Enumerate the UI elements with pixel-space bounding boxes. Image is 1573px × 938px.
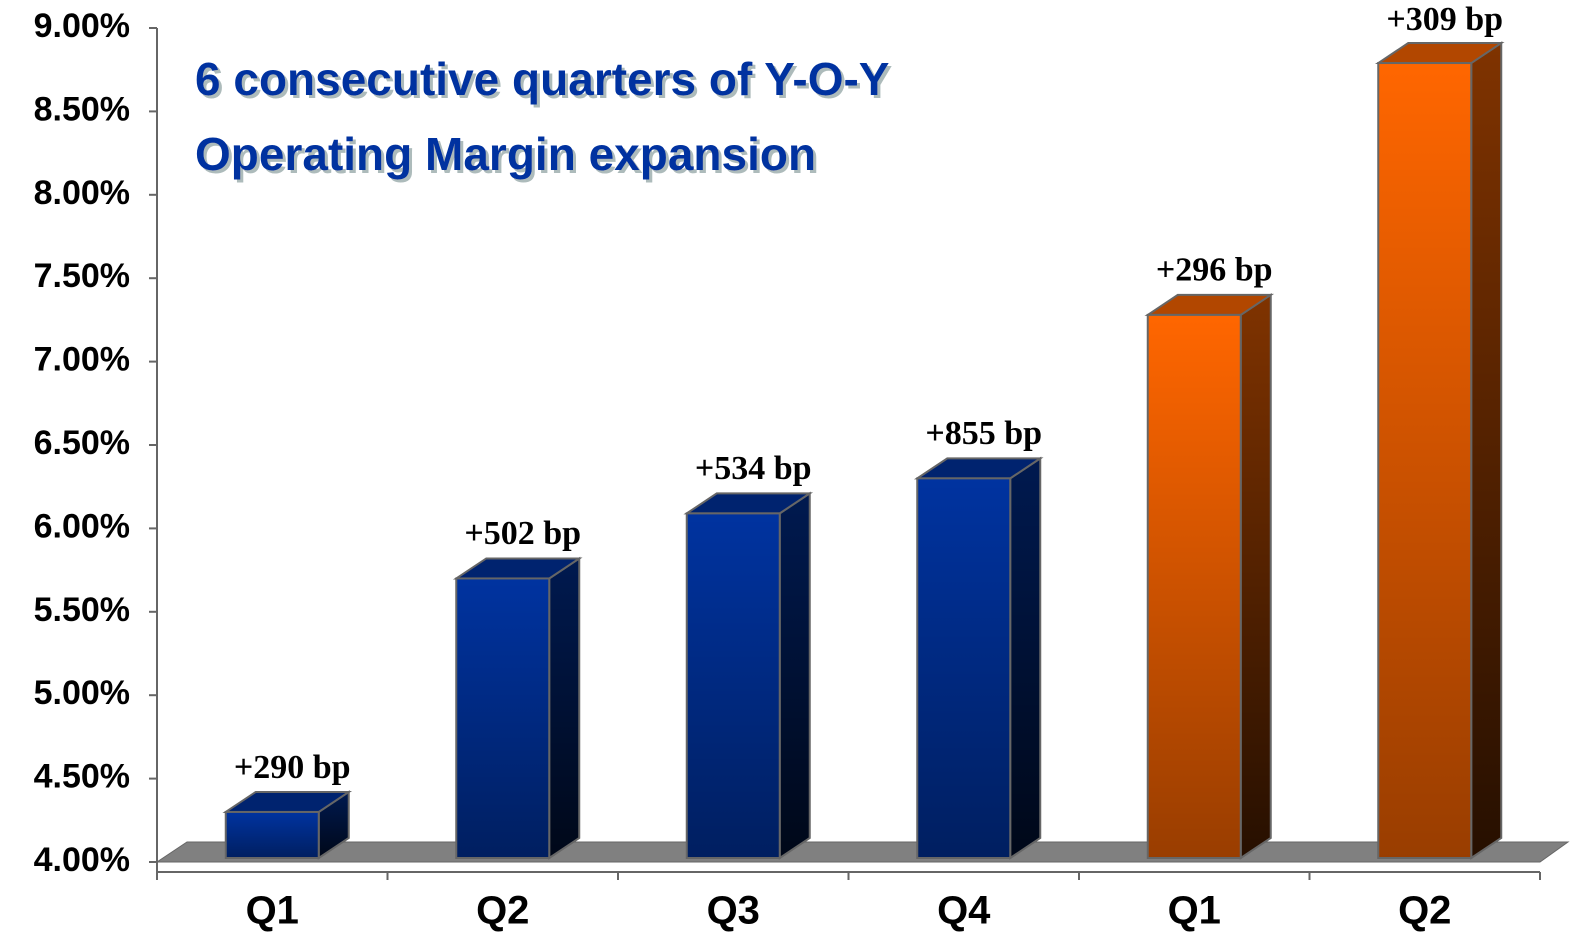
y-tick-label: 4.50% xyxy=(34,758,130,796)
bar-label: +290 bp xyxy=(234,749,351,786)
y-tick-label: 5.50% xyxy=(34,591,130,629)
bar-front-shade xyxy=(224,810,320,860)
bar-top xyxy=(456,558,580,579)
bar-side-shade xyxy=(1239,293,1272,860)
bar xyxy=(913,456,1044,860)
x-tick-label: Q3 xyxy=(707,889,760,933)
bar-top xyxy=(686,493,810,514)
title-group: 6 consecutive quarters of Y-O-Y Operatin… xyxy=(195,53,890,180)
x-tick-label: Q1 xyxy=(1168,889,1221,933)
bar-label: +534 bp xyxy=(695,450,812,487)
y-tick-label: 4.00% xyxy=(34,841,130,879)
x-tick-label: Q1 xyxy=(246,889,299,933)
bar xyxy=(1144,293,1275,860)
x-tick-label: Q2 xyxy=(476,889,529,933)
bar xyxy=(1374,41,1505,860)
bar-top xyxy=(1147,294,1271,315)
bar-top xyxy=(1378,43,1502,64)
bar xyxy=(683,491,814,860)
bar-label: +855 bp xyxy=(925,415,1042,452)
y-tick-label: 5.00% xyxy=(34,674,130,712)
bar-front-shade xyxy=(1146,313,1242,859)
bar-front-shade xyxy=(1377,62,1473,859)
bar-top xyxy=(917,458,1041,479)
x-tick-label: Q4 xyxy=(937,889,991,933)
chart-title: 6 consecutive quarters of Y-O-Y xyxy=(195,53,890,105)
bar-label: +296 bp xyxy=(1156,252,1273,289)
y-tick-label: 6.00% xyxy=(34,507,130,545)
y-tick-label: 7.50% xyxy=(34,257,130,295)
chart-title: Operating Margin expansion xyxy=(195,128,816,180)
bar xyxy=(222,790,353,860)
bar-label: +309 bp xyxy=(1386,1,1503,38)
bar-front-shade xyxy=(916,477,1012,859)
y-tick-label: 6.50% xyxy=(34,424,130,462)
bar-front-shade xyxy=(685,512,781,859)
bar-label: +502 bp xyxy=(464,515,581,552)
y-tick-label: 8.00% xyxy=(34,174,130,212)
bar-side-shade xyxy=(548,556,581,860)
bar-side-shade xyxy=(1009,456,1042,860)
bar xyxy=(452,556,583,860)
y-tick-label: 9.00% xyxy=(34,7,130,45)
y-tick-label: 7.00% xyxy=(34,341,130,379)
y-tick-label: 8.50% xyxy=(34,90,130,128)
bar-front-shade xyxy=(455,577,551,859)
bar-side-shade xyxy=(1470,41,1503,860)
bar-top xyxy=(225,791,349,812)
floor xyxy=(155,841,1570,863)
bar-side-shade xyxy=(778,491,811,860)
x-tick-label: Q2 xyxy=(1398,889,1451,933)
